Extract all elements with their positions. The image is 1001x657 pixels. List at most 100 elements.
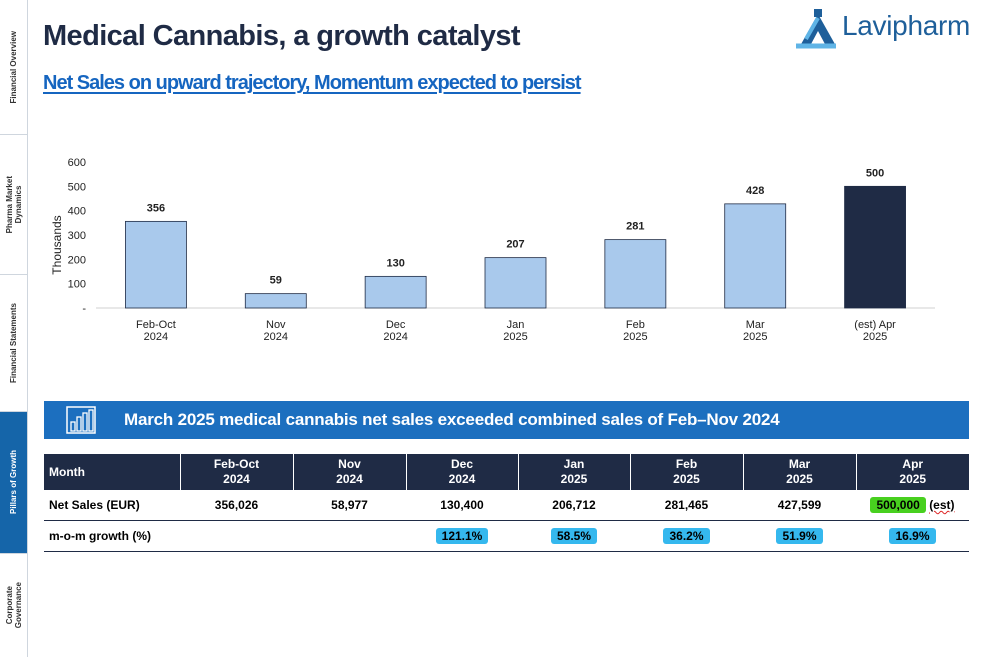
section-tab-rail: Financial Overview Pharma Market Dynamic… bbox=[0, 0, 28, 657]
table-header-corner: Month bbox=[44, 454, 181, 490]
bar bbox=[844, 185, 906, 309]
category-label: (est) Apr bbox=[854, 319, 896, 331]
bar bbox=[604, 239, 667, 309]
y-tick-label: 100 bbox=[68, 279, 86, 291]
highlight-mark: 36.2% bbox=[663, 528, 710, 544]
data-label: 130 bbox=[386, 257, 404, 269]
data-label: 207 bbox=[506, 239, 524, 251]
tab-financial-overview[interactable]: Financial Overview bbox=[0, 0, 27, 135]
table-cell: 427,599 bbox=[743, 490, 856, 521]
net-sales-table: Month Feb-Oct 2024 Nov 2024 Dec 2024 Jan 202… bbox=[44, 454, 969, 552]
table-cell: 36.2% bbox=[630, 520, 743, 552]
header-year: 2025 bbox=[899, 472, 927, 486]
data-label: 356 bbox=[147, 202, 165, 214]
bar bbox=[484, 257, 547, 309]
table-cell-apr: 500,000 (est) bbox=[856, 490, 969, 521]
table-header-cell: Feb-Oct 2024 bbox=[180, 454, 294, 490]
category-label: Feb bbox=[626, 319, 645, 331]
data-label: 281 bbox=[626, 221, 644, 233]
table-header-cell: Dec 2024 bbox=[406, 454, 519, 490]
row-label: m-o-m growth (%) bbox=[44, 520, 180, 552]
category-label: Nov bbox=[266, 319, 286, 331]
header-year: 2025 bbox=[673, 472, 700, 486]
table-header-row: Month Feb-Oct 2024 Nov 2024 Dec 2024 Jan 202… bbox=[44, 454, 969, 490]
bar bbox=[244, 293, 307, 309]
table-cell: 206,712 bbox=[518, 490, 630, 521]
table-header-cell: Feb 2025 bbox=[630, 454, 744, 490]
table-cell: 121.1% bbox=[406, 520, 518, 552]
header-year: 2025 bbox=[560, 472, 588, 486]
header-month: Mar bbox=[788, 457, 811, 471]
table-cell: 16.9% bbox=[856, 520, 969, 552]
table-cell: 130,400 bbox=[406, 490, 518, 521]
y-tick-label: - bbox=[82, 303, 86, 315]
tab-pharma-market-dynamics[interactable]: Pharma Market Dynamics bbox=[0, 135, 27, 275]
tab-pillars-of-growth[interactable]: Pillars of Growth bbox=[0, 412, 27, 554]
highlight-mark: 58.5% bbox=[550, 528, 598, 544]
category-label-year: 2025 bbox=[503, 331, 527, 343]
highlight-mark: 500,000 bbox=[870, 497, 926, 513]
bar-chart-icon bbox=[66, 406, 96, 434]
highlight-mark: 16.9% bbox=[889, 528, 936, 544]
page-title: Medical Cannabis, a growth catalyst bbox=[43, 20, 521, 52]
tab-label: Corporate Governance bbox=[4, 582, 23, 629]
category-label-year: 2024 bbox=[383, 331, 407, 343]
header-year: 2025 bbox=[786, 472, 813, 486]
row-label: Net Sales (EUR) bbox=[44, 490, 180, 521]
header-month: Jan bbox=[563, 457, 585, 471]
table-cell: 58.5% bbox=[518, 520, 630, 552]
y-tick-label: 500 bbox=[68, 181, 86, 193]
category-label-year: 2025 bbox=[863, 331, 887, 343]
net-sales-bar-chart: -100200300400500600Thousands356Feb-Oct20… bbox=[50, 157, 935, 343]
company-logo: Lavipharm bbox=[792, 6, 982, 50]
category-label: Dec bbox=[386, 319, 406, 331]
table-cell: 58,977 bbox=[293, 490, 406, 521]
y-tick-label: 300 bbox=[68, 230, 86, 242]
table-cell bbox=[293, 520, 406, 552]
table-header-cell: Mar 2025 bbox=[743, 454, 857, 490]
category-label-year: 2024 bbox=[144, 331, 168, 343]
table-header-cell: Jan 2025 bbox=[518, 454, 631, 490]
estimate-suffix: (est) bbox=[929, 498, 955, 512]
header-year: 2024 bbox=[223, 472, 250, 486]
table-row-mom-growth: m-o-m growth (%) 121.1% 58.5% 36.2% 51.9… bbox=[44, 520, 969, 552]
y-tick-label: 400 bbox=[68, 206, 86, 218]
category-label-year: 2024 bbox=[264, 331, 288, 343]
bar bbox=[724, 203, 787, 309]
header-year: 2024 bbox=[448, 472, 476, 486]
bar bbox=[364, 275, 427, 309]
logo-wordmark: Lavipharm bbox=[842, 10, 971, 41]
highlight-mark: 121.1% bbox=[435, 528, 489, 544]
data-label: 59 bbox=[270, 275, 282, 287]
banner-text: March 2025 medical cannabis net sales ex… bbox=[124, 410, 780, 429]
table-cell: 281,465 bbox=[630, 490, 743, 521]
y-axis-label: Thousands bbox=[50, 215, 64, 274]
table-cell: 356,026 bbox=[180, 490, 293, 521]
category-label-year: 2025 bbox=[743, 331, 767, 343]
category-label: Jan bbox=[507, 319, 525, 331]
table-header-cell: Nov 2024 bbox=[293, 454, 407, 490]
tab-corporate-governance[interactable]: Corporate Governance bbox=[0, 554, 27, 657]
y-tick-label: 600 bbox=[68, 157, 86, 169]
insight-banner: March 2025 medical cannabis net sales ex… bbox=[44, 401, 969, 439]
table-cell bbox=[180, 520, 293, 552]
tab-label: Pillars of Growth bbox=[9, 450, 18, 515]
table-row-net-sales: Net Sales (EUR) 356,026 58,977 130,400 2… bbox=[44, 490, 969, 521]
table-cell: 51.9% bbox=[743, 520, 856, 552]
header-month: Nov bbox=[338, 457, 361, 471]
highlight-mark: 51.9% bbox=[776, 528, 823, 544]
header-month: Feb bbox=[675, 457, 698, 471]
category-label: Feb-Oct bbox=[136, 319, 176, 331]
lavipharm-logo-icon bbox=[796, 9, 836, 49]
page-subtitle: Net Sales on upward trajectory, Momentum… bbox=[43, 72, 582, 94]
category-label: Mar bbox=[746, 319, 765, 331]
data-label: 500 bbox=[866, 167, 884, 179]
tab-financial-statements[interactable]: Financial Statements bbox=[0, 275, 27, 412]
data-label: 428 bbox=[746, 185, 764, 197]
y-tick-label: 200 bbox=[68, 254, 86, 266]
header-month: Feb-Oct bbox=[213, 457, 260, 471]
header-month: Apr bbox=[902, 457, 924, 471]
bar bbox=[125, 220, 187, 309]
header-month: Dec bbox=[450, 457, 473, 471]
header-year: 2024 bbox=[336, 472, 363, 486]
